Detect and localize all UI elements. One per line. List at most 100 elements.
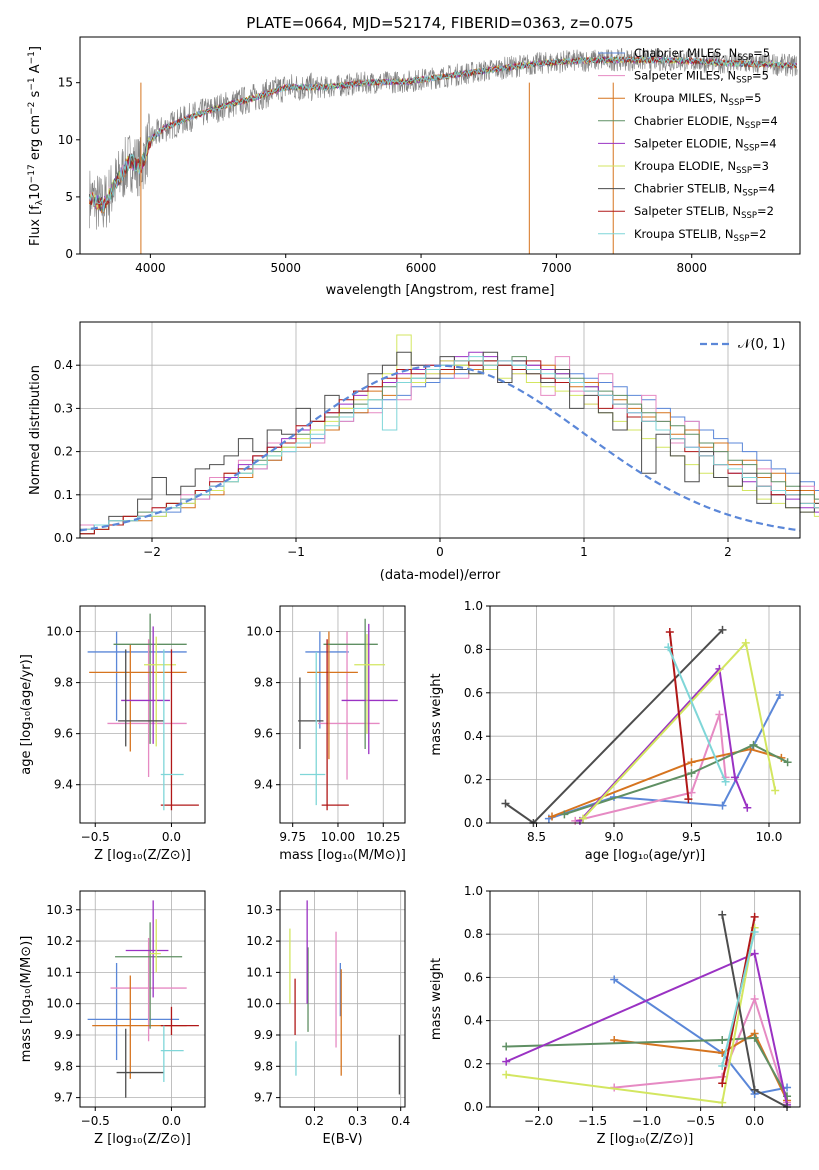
mass-vs-metallicity-panel: −0.5 0.0 9.7 9.8 9.9 10.0 10.1 10.2 10.3 Z [log₁₀… <box>19 890 206 1147</box>
weight-marker <box>718 1079 727 1088</box>
legend-entry: 𝒩(0, 1) <box>738 337 785 352</box>
x-tick-label: −1.5 <box>578 1114 607 1128</box>
y-tick-label: 10.0 <box>46 997 73 1011</box>
y-tick-label: 10.3 <box>46 903 73 917</box>
weight-series-line <box>564 743 789 816</box>
x-tick-label: 0.2 <box>305 1114 324 1128</box>
weight-marker <box>775 690 784 699</box>
weight-marker <box>749 740 758 749</box>
y-tick-label: 0.8 <box>464 927 483 941</box>
x-tick-label: 0.0 <box>162 830 181 844</box>
weight-marker <box>750 1033 759 1042</box>
y-tick-label: 0.8 <box>464 642 483 656</box>
y-tick-label: 9.9 <box>254 1028 273 1042</box>
y-tick-label: 9.6 <box>54 727 73 741</box>
y-axis-label: mass [log₁₀(M/M⊙)] <box>19 936 34 1063</box>
weight-marker <box>718 625 727 634</box>
x-tick-label: 1 <box>580 545 588 559</box>
x-tick-label: 0.3 <box>348 1114 367 1128</box>
y-tick-label: 0.4 <box>54 358 73 372</box>
x-tick-label: 8000 <box>676 261 707 275</box>
grid <box>80 606 205 823</box>
x-tick-label: −2.0 <box>524 1114 553 1128</box>
y-tick-label: 0.6 <box>464 686 483 700</box>
x-axis-label: Z [log₁₀(Z/Z⊙)] <box>94 1132 191 1147</box>
normal-curve <box>79 364 801 532</box>
ticks: −0.5 0.0 9.7 9.8 9.9 10.0 10.1 10.2 10.3 <box>46 903 181 1128</box>
x-axis-label: (data-model)/error <box>380 568 501 583</box>
axes-frame <box>489 890 801 1108</box>
weight-series-line <box>551 748 782 818</box>
weight-marker <box>665 628 674 637</box>
chart-title: PLATE=0664, MJD=52174, FIBERID=0363, z=0… <box>246 14 633 32</box>
x-axis-label: wavelength [Angstrom, rest frame] <box>326 283 555 298</box>
mass-weight-vs-metallicity-panel: −2.0 −1.5 −1.0 −0.5 0.0 0.0 0.2 0.4 0.6 0.8 1.0 Z [… <box>429 884 801 1147</box>
x-tick-label: 5000 <box>270 261 301 275</box>
y-tick-label: 9.8 <box>54 1059 73 1073</box>
x-tick-label: −0.5 <box>686 1114 715 1128</box>
legend-entry: Salpeter ELODIE, NSSP=4 <box>634 136 777 153</box>
grid <box>490 605 800 824</box>
weight-marker <box>715 710 724 719</box>
x-tick-label: 9.5 <box>682 830 701 844</box>
ticks: 9.75 10.00 10.25 9.4 9.6 9.8 10.0 <box>246 625 400 844</box>
y-tick-label: 9.4 <box>254 778 273 792</box>
plot-area <box>289 900 401 1095</box>
y-tick-label: 0.0 <box>54 531 73 545</box>
legend-entry: Chabrier STELIB, NSSP=4 <box>634 182 775 199</box>
legend-entry: Chabrier MILES, NSSP=5 <box>634 46 770 63</box>
x-tick-label: −1 <box>287 545 305 559</box>
legend-entry: Salpeter STELIB, NSSP=2 <box>634 204 774 221</box>
x-tick-label: 0.4 <box>391 1114 410 1128</box>
axes-frame <box>489 605 801 824</box>
y-axis-label: age [log₁₀(age/yr)] <box>19 654 34 775</box>
y-tick-label: 0.2 <box>464 1057 483 1071</box>
weight-marker <box>718 801 727 810</box>
weight-series-line <box>614 996 788 1103</box>
y-tick-label: 9.4 <box>54 778 73 792</box>
weight-marker <box>750 995 759 1003</box>
x-tick-label: −2 <box>143 545 161 559</box>
axes-frame <box>279 605 406 824</box>
weight-marker <box>750 949 759 958</box>
x-tick-label: 2 <box>724 545 732 559</box>
x-tick-label: −0.5 <box>81 1114 110 1128</box>
legend-entry: Chabrier ELODIE, NSSP=4 <box>634 114 778 131</box>
legend-entry: Salpeter MILES, NSSP=5 <box>634 69 769 86</box>
y-tick-label: 10.0 <box>246 997 273 1011</box>
weight-series-line <box>579 666 749 822</box>
y-tick-label: 10.1 <box>246 965 273 979</box>
ticks: 0.2 0.3 0.4 9.7 9.8 9.9 10.0 10.1 10.2 10.3 <box>246 903 410 1128</box>
weight-marker <box>718 1098 727 1107</box>
x-tick-label: 8.5 <box>527 830 546 844</box>
y-tick-label: 0.0 <box>464 816 483 830</box>
x-axis-label: mass [log₁₀(M/M⊙)] <box>279 848 406 863</box>
weight-series-line <box>613 978 788 1096</box>
y-tick-label: 9.8 <box>54 676 73 690</box>
weight-marker <box>610 975 619 984</box>
y-axis-label: Normed distribution <box>28 365 43 495</box>
x-tick-label: 7000 <box>541 261 572 275</box>
y-tick-label: 0.3 <box>54 401 73 415</box>
x-tick-label: 10.0 <box>756 830 783 844</box>
weight-marker <box>684 795 693 804</box>
mass-weight-vs-age-panel: 8.5 9.0 9.5 10.0 0.0 0.2 0.4 0.6 0.8 1.0 age [log₁… <box>429 599 801 863</box>
residual-histogram <box>80 351 819 535</box>
model-spectrum <box>89 55 797 212</box>
weight-marker <box>502 1057 511 1066</box>
weight-series-line <box>575 714 727 822</box>
x-axis-label: age [log₁₀(age/yr)] <box>585 848 706 863</box>
y-tick-label: 10 <box>58 133 73 147</box>
ticks: −2.0 −1.5 −1.0 −0.5 0.0 0.0 0.2 0.4 0.6 0.8 1.0 <box>464 884 764 1128</box>
plot-area <box>87 613 199 811</box>
y-tick-label: 0.6 <box>464 970 483 984</box>
y-tick-label: 10.2 <box>46 934 73 948</box>
x-tick-label: 10.00 <box>321 830 355 844</box>
x-tick-label: 0.0 <box>162 1114 181 1128</box>
mass-vs-ebv-panel: 0.2 0.3 0.4 9.7 9.8 9.9 10.0 10.1 10.2 10.3 E(B-V) <box>246 890 410 1147</box>
weight-marker <box>502 1070 511 1079</box>
plot-area <box>501 625 792 827</box>
x-tick-label: 9.0 <box>604 830 623 844</box>
y-tick-label: 0.2 <box>464 773 483 787</box>
axes-frame <box>279 890 406 1108</box>
